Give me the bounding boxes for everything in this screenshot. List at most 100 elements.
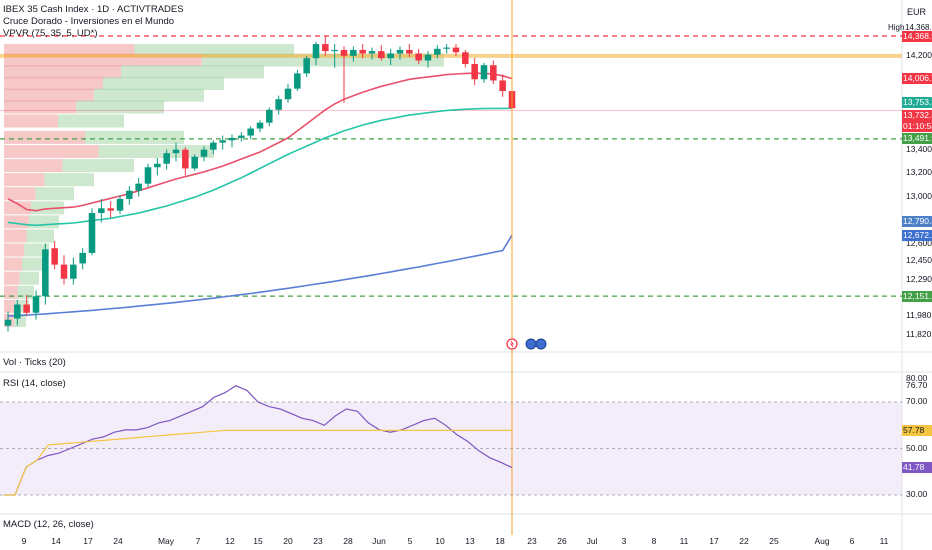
time-tick: 10 xyxy=(435,536,445,546)
candle-body[interactable] xyxy=(70,264,77,279)
candle-body[interactable] xyxy=(284,88,292,100)
profile-buy-bar xyxy=(44,173,94,187)
indicator-vpvr[interactable]: VPVR (75, 35, 5, UD*) xyxy=(3,28,98,39)
rsi-line[interactable] xyxy=(4,385,513,496)
candle-body[interactable] xyxy=(116,198,124,211)
time-tick: 18 xyxy=(495,536,505,546)
candle-body[interactable] xyxy=(480,65,488,80)
candle-body[interactable] xyxy=(14,304,21,319)
currency-label: EUR xyxy=(907,7,927,17)
profile-sell-bar xyxy=(4,187,36,201)
candle-body[interactable] xyxy=(191,156,198,169)
candle-body[interactable] xyxy=(303,58,310,74)
rsi-tick: 70.00 xyxy=(906,396,928,406)
candle-body[interactable] xyxy=(434,48,441,55)
candle-body[interactable] xyxy=(60,264,68,279)
profile-sell-bar xyxy=(4,88,94,102)
candle-body[interactable] xyxy=(4,319,12,326)
indicator-golden-cross[interactable]: Cruce Dorado - Inversiones en el Mundo xyxy=(3,16,175,27)
high-label: High xyxy=(888,23,905,32)
rsi-tick: 76.70 xyxy=(906,380,928,391)
candle-body[interactable] xyxy=(98,208,105,214)
event-markers[interactable] xyxy=(506,338,547,350)
price-tick: 13,400.00 xyxy=(906,143,932,154)
candle-body[interactable] xyxy=(79,252,86,264)
candle-body[interactable] xyxy=(135,183,142,191)
candle-body[interactable] xyxy=(331,49,338,52)
candle-body[interactable] xyxy=(172,149,180,154)
profile-sell-bar xyxy=(4,100,76,114)
symbol-title[interactable]: IBEX 35 Cash Index · 1D · ACTIVTRADES xyxy=(3,4,184,15)
candle-body[interactable] xyxy=(266,109,273,123)
profile-buy-bar xyxy=(121,65,264,79)
candle-body[interactable] xyxy=(340,49,348,56)
profile-buy-bar xyxy=(76,100,164,114)
price-tag: 13,732.69 xyxy=(902,109,932,121)
price-tick: 11,820.00 xyxy=(906,329,932,339)
profile-sell-bar xyxy=(4,229,27,243)
candle-body[interactable] xyxy=(42,249,49,297)
candle-body[interactable] xyxy=(23,304,30,313)
candle-body[interactable] xyxy=(32,296,40,313)
candle-body[interactable] xyxy=(396,49,404,54)
earnings-icon[interactable] xyxy=(535,338,547,350)
ma-line[interactable] xyxy=(7,234,513,317)
candle-body[interactable] xyxy=(378,51,385,59)
candle-body[interactable] xyxy=(154,163,161,168)
profile-sell-bar xyxy=(4,130,85,144)
price-tag: 14,006.76 xyxy=(902,72,932,84)
candle-body[interactable] xyxy=(415,53,422,61)
candle-body[interactable] xyxy=(107,208,114,211)
price-tick: 13,200.00 xyxy=(906,167,932,178)
candle-body[interactable] xyxy=(322,44,329,52)
price-tag: 12,672.25 xyxy=(902,229,932,241)
candle-body[interactable] xyxy=(51,248,58,265)
volume-legend[interactable]: Vol · Ticks (20) xyxy=(3,357,66,368)
candle-body[interactable] xyxy=(387,53,394,59)
candle-body[interactable] xyxy=(275,99,282,110)
candle-body[interactable] xyxy=(368,51,376,54)
dividend-icon[interactable] xyxy=(525,338,537,350)
candle-body[interactable] xyxy=(256,122,264,129)
candle-body[interactable] xyxy=(238,135,245,138)
time-tick: 15 xyxy=(253,536,263,546)
time-tick: 25 xyxy=(769,536,779,546)
candle-body[interactable] xyxy=(88,213,96,253)
candle-body[interactable] xyxy=(163,153,170,164)
candle-body[interactable] xyxy=(312,44,320,59)
candle-body[interactable] xyxy=(294,73,301,89)
candle-body[interactable] xyxy=(182,149,189,169)
macd-legend[interactable]: MACD (12, 26, close) xyxy=(3,519,94,530)
candle-body[interactable] xyxy=(247,128,254,136)
price-tick: 12,600.00 xyxy=(906,237,932,248)
candle-body[interactable] xyxy=(471,64,478,80)
candle-body[interactable] xyxy=(499,80,506,92)
candle-body[interactable] xyxy=(219,140,226,143)
candle-body[interactable] xyxy=(462,52,469,65)
price-tag: 13,753.36 xyxy=(902,97,932,109)
candle-body[interactable] xyxy=(443,47,450,49)
candle-body[interactable] xyxy=(210,142,217,150)
candle-body[interactable] xyxy=(490,65,497,81)
price-tag: 13,491.98 xyxy=(902,133,932,145)
time-tick: 28 xyxy=(343,536,353,546)
rsi-tag: 41.78 xyxy=(902,462,932,474)
profile-buy-bar xyxy=(94,88,204,102)
candle-body[interactable] xyxy=(406,49,413,54)
candle-body[interactable] xyxy=(452,47,460,53)
ma-line[interactable] xyxy=(7,72,513,212)
candle-body[interactable] xyxy=(200,149,208,157)
rsi-tag: 57.78 xyxy=(902,424,932,436)
time-tick: 22 xyxy=(739,536,749,546)
candle-body[interactable] xyxy=(126,190,133,199)
candle-body[interactable] xyxy=(144,167,152,184)
candle-body[interactable] xyxy=(228,137,236,141)
candle-body[interactable] xyxy=(424,54,432,61)
time-tick: 26 xyxy=(557,536,567,546)
candle-body[interactable] xyxy=(359,49,366,54)
candle-body[interactable] xyxy=(350,49,357,56)
time-tick: 7 xyxy=(195,536,201,546)
price-levels xyxy=(0,35,902,297)
rsi-legend[interactable]: RSI (14, close) xyxy=(3,378,66,389)
